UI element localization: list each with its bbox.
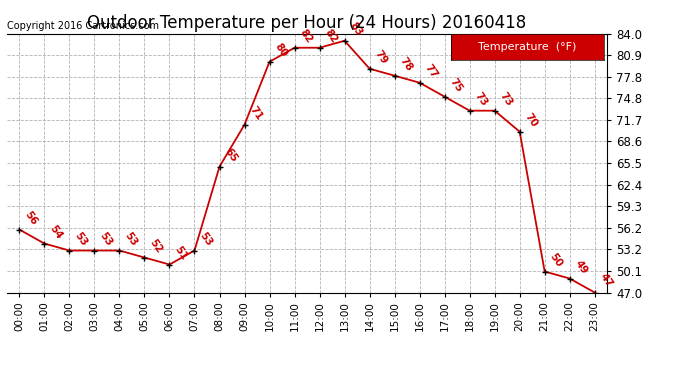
Text: 79: 79 (373, 48, 389, 66)
Text: Copyright 2016 Cartronics.com: Copyright 2016 Cartronics.com (7, 21, 159, 31)
Text: 73: 73 (473, 90, 489, 108)
Text: 75: 75 (447, 76, 464, 94)
Text: 71: 71 (247, 104, 264, 122)
Text: 49: 49 (573, 258, 589, 276)
Text: 73: 73 (497, 90, 514, 108)
Text: 82: 82 (322, 27, 339, 45)
Text: 54: 54 (47, 223, 63, 241)
Text: 56: 56 (22, 209, 39, 227)
Text: 78: 78 (397, 55, 414, 73)
Text: 53: 53 (72, 230, 89, 248)
Text: 82: 82 (297, 27, 314, 45)
Text: 83: 83 (347, 20, 364, 38)
Text: 80: 80 (273, 41, 289, 59)
Text: 53: 53 (97, 230, 114, 248)
Text: 52: 52 (147, 237, 164, 255)
Text: 50: 50 (547, 251, 564, 269)
Text: 77: 77 (422, 62, 439, 80)
Text: 47: 47 (598, 272, 614, 290)
Text: 53: 53 (197, 230, 214, 248)
Text: 70: 70 (522, 111, 539, 129)
Title: Outdoor Temperature per Hour (24 Hours) 20160418: Outdoor Temperature per Hour (24 Hours) … (88, 14, 526, 32)
Text: 51: 51 (172, 244, 189, 262)
Text: 65: 65 (222, 146, 239, 164)
Text: 53: 53 (122, 230, 139, 248)
